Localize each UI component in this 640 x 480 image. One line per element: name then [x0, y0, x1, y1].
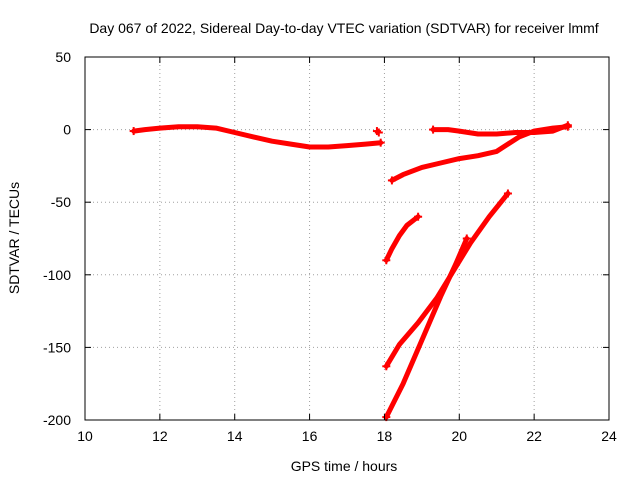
y-axis-label: SDTVAR / TECUs: [6, 182, 22, 294]
x-tick-label: 20: [451, 428, 467, 444]
x-tick-label: 12: [152, 428, 168, 444]
series-trace: [430, 122, 571, 137]
x-tick-label: 16: [302, 428, 318, 444]
y-tick-label: -200: [43, 412, 71, 428]
x-tick-label: 22: [526, 428, 542, 444]
y-tick-label: -100: [43, 267, 71, 283]
y-tick-label: -50: [51, 194, 71, 210]
x-tick-label: 18: [377, 428, 393, 444]
data-series: [129, 121, 572, 422]
x-tick-label: 10: [77, 428, 93, 444]
x-axis-label: GPS time / hours: [291, 458, 398, 474]
y-tick-label: -150: [43, 339, 71, 355]
y-tick-label: 50: [55, 49, 71, 65]
x-tick-label: 14: [227, 428, 243, 444]
series-arc3: [429, 121, 572, 137]
series-arc4: [382, 212, 423, 265]
grid: [85, 57, 609, 420]
series-trace: [131, 124, 384, 150]
series-arc1: [129, 124, 385, 150]
x-tick-label: 24: [601, 428, 617, 444]
chart-title: Day 067 of 2022, Sidereal Day-to-day VTE…: [89, 20, 598, 36]
plot-frame: [84, 56, 610, 421]
axis-ticks: 10 12 14 16 18 20 22 24 50 0 -50 -100 -150 -200: [43, 49, 617, 444]
series-arc6: [382, 234, 471, 422]
series-trace: [383, 214, 421, 263]
series-trace: [383, 236, 470, 420]
y-tick-label: 0: [63, 122, 71, 138]
